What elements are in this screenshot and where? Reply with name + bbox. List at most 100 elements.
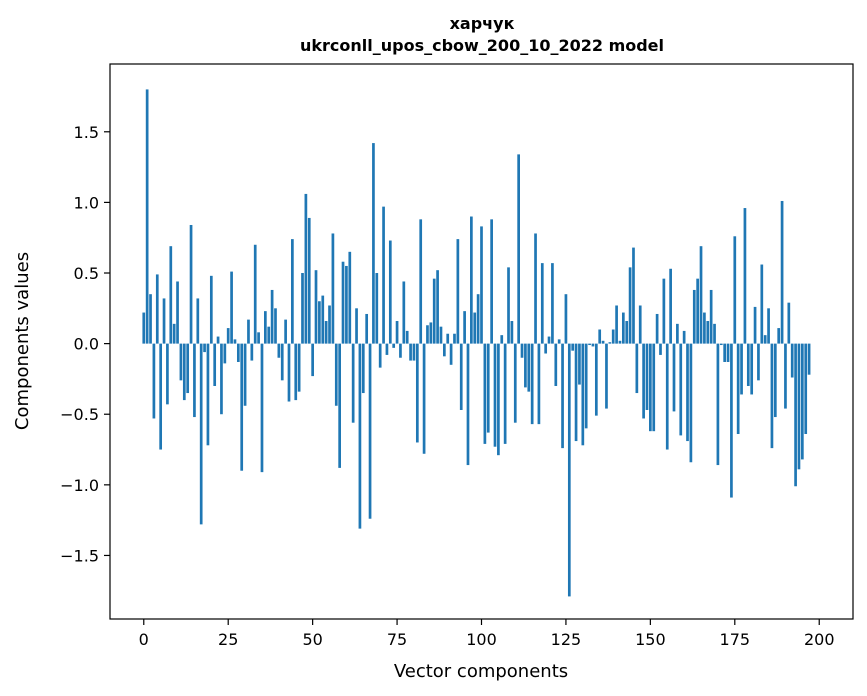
- bar-134: [594, 343, 598, 416]
- bar-122: [554, 343, 558, 386]
- bar-86: [432, 278, 436, 344]
- bar-87: [436, 270, 439, 344]
- bar-150: [649, 343, 652, 432]
- bars-group: [142, 89, 811, 597]
- bar-123: [557, 339, 561, 344]
- bar-64: [358, 343, 362, 529]
- x-tick-label: 150: [635, 630, 666, 649]
- bar-119: [544, 343, 548, 354]
- bar-8: [169, 246, 173, 344]
- x-axis-ticks: 0 25 50 75 100 125 150 175 200: [139, 619, 835, 649]
- bar-171: [719, 343, 723, 346]
- bar-152: [655, 313, 659, 344]
- bar-174: [730, 343, 733, 498]
- bar-181: [753, 306, 757, 344]
- bar-103: [490, 219, 493, 344]
- bar-195: [800, 343, 804, 460]
- bar-166: [703, 312, 706, 344]
- bar-35: [260, 343, 264, 473]
- bar-46: [297, 343, 301, 392]
- bar-80: [412, 343, 416, 361]
- bar-70: [378, 343, 382, 368]
- bar-61: [348, 251, 352, 344]
- bar-52: [318, 301, 321, 344]
- bar-187: [773, 343, 777, 418]
- chart-title: харчук: [450, 14, 515, 33]
- bar-75: [395, 321, 399, 344]
- bar-55: [328, 305, 331, 344]
- bar-157: [672, 343, 676, 412]
- bar-25: [226, 328, 230, 344]
- y-tick-label: 1.5: [74, 123, 99, 142]
- y-tick-label: 0.5: [74, 264, 99, 283]
- bar-69: [375, 273, 379, 344]
- bar-132: [588, 343, 591, 346]
- bar-163: [692, 289, 696, 344]
- bar-36: [264, 311, 267, 344]
- bar-6: [162, 298, 166, 344]
- x-tick-label: 25: [218, 630, 238, 649]
- bar-17: [199, 343, 203, 525]
- bar-172: [723, 343, 727, 362]
- bar-196: [804, 343, 808, 434]
- x-tick-label: 175: [720, 630, 751, 649]
- bar-161: [686, 343, 689, 442]
- bar-4: [155, 274, 159, 344]
- chart-subtitle: ukrconll_upos_cbow_200_10_2022 model: [300, 36, 664, 55]
- bar-180: [750, 343, 754, 395]
- bar-2: [149, 294, 152, 344]
- bar-33: [253, 244, 257, 344]
- bar-71: [382, 206, 385, 344]
- bar-111: [517, 154, 520, 344]
- bar-32: [250, 343, 254, 361]
- bar-162: [689, 343, 693, 463]
- bar-92: [453, 333, 456, 344]
- bar-53: [321, 295, 325, 344]
- bar-39: [274, 308, 277, 344]
- bar-89: [443, 343, 446, 357]
- bar-98: [473, 312, 477, 344]
- bar-15: [193, 343, 196, 418]
- bar-65: [361, 343, 365, 394]
- bar-57: [334, 343, 338, 406]
- bar-83: [422, 343, 426, 454]
- bar-48: [304, 193, 308, 344]
- bar-24: [223, 343, 227, 364]
- bar-167: [706, 321, 710, 344]
- bar-88: [439, 326, 443, 344]
- plot-area-frame: [109, 63, 854, 620]
- bar-82: [419, 219, 423, 344]
- bar-102: [486, 343, 490, 433]
- bar-10: [176, 281, 179, 344]
- bar-146: [635, 343, 639, 394]
- bar-127: [571, 343, 575, 351]
- bar-159: [679, 343, 683, 436]
- bar-192: [790, 343, 794, 378]
- bar-197: [807, 343, 811, 375]
- bar-143: [625, 321, 629, 344]
- bar-12: [182, 343, 186, 401]
- bar-183: [760, 264, 764, 344]
- bar-49: [307, 217, 311, 344]
- x-tick-label: 100: [466, 630, 497, 649]
- bar-151: [652, 343, 656, 432]
- bar-31: [247, 319, 250, 344]
- bar-182: [757, 343, 760, 381]
- bar-85: [429, 322, 433, 344]
- bar-73: [388, 240, 392, 344]
- bar-13: [186, 343, 190, 394]
- bar-58: [338, 343, 341, 468]
- bar-139: [611, 329, 615, 344]
- bar-165: [699, 246, 703, 344]
- bar-101: [483, 343, 487, 444]
- x-tick-label: 125: [551, 630, 582, 649]
- bar-158: [676, 323, 679, 344]
- bar-42: [284, 319, 287, 344]
- bar-104: [493, 343, 497, 447]
- bar-68: [372, 143, 375, 344]
- bar-97: [470, 216, 473, 344]
- bar-148: [642, 343, 645, 419]
- bar-93: [456, 239, 460, 344]
